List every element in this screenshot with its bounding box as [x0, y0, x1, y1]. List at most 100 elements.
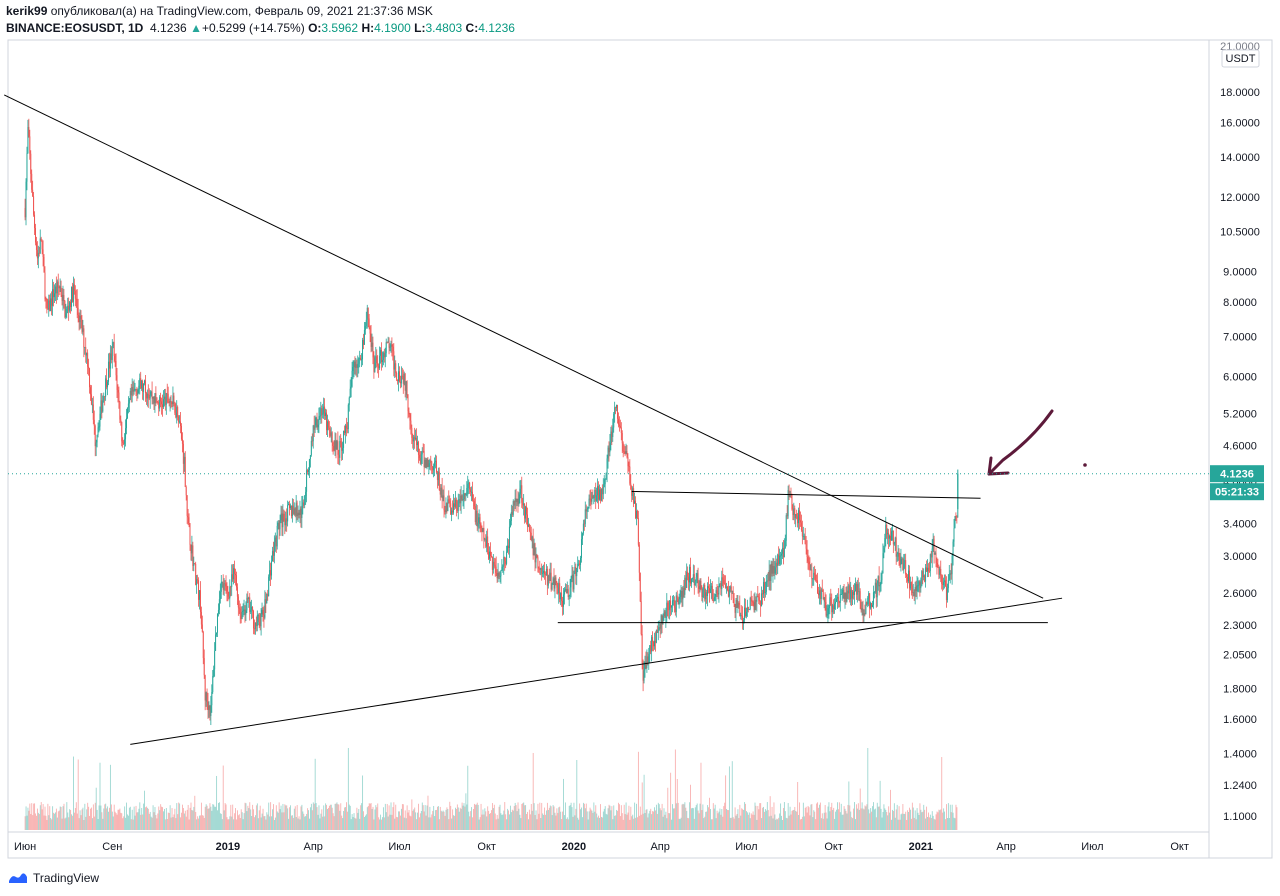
- volume-bar: [927, 816, 928, 830]
- candle-body: [778, 554, 780, 564]
- volume-bar: [764, 811, 765, 830]
- candle-body: [223, 583, 225, 590]
- candle-body: [689, 566, 691, 583]
- volume-bar: [176, 803, 178, 830]
- volume-bar: [776, 818, 778, 830]
- volume-bar: [949, 804, 951, 830]
- candle-body: [891, 530, 893, 532]
- candle-body: [938, 567, 940, 575]
- volume-bar: [598, 815, 600, 830]
- candle-body: [896, 553, 898, 557]
- volume-bar: [101, 812, 103, 830]
- volume-bar: [42, 804, 44, 830]
- volume-bar: [707, 805, 709, 830]
- candle-body: [110, 353, 112, 360]
- volume-bar: [713, 808, 715, 830]
- volume-bar: [399, 811, 400, 830]
- candle-body: [563, 590, 565, 595]
- volume-bar: [253, 809, 255, 830]
- volume-bar: [841, 814, 843, 830]
- volume-bar: [125, 817, 127, 830]
- volume-bar: [382, 817, 383, 830]
- candle-body: [252, 606, 254, 612]
- candle-body: [927, 567, 929, 572]
- candle-body: [789, 493, 791, 498]
- volume-bar: [602, 811, 604, 830]
- volume-bar: [365, 814, 367, 830]
- volume-bar: [182, 804, 183, 830]
- low-value: 3.4803: [425, 21, 463, 35]
- volume-bar: [719, 808, 721, 830]
- author-name[interactable]: kerik99: [6, 4, 48, 18]
- volume-bar: [928, 812, 929, 830]
- volume-bar: [654, 807, 655, 830]
- ascending-trendline[interactable]: [130, 597, 1063, 745]
- currency-box[interactable]: [1221, 49, 1260, 68]
- volume-bar: [822, 818, 824, 830]
- symbol-label[interactable]: BINANCE:EOSUSDT, 1D: [6, 21, 144, 35]
- candle-body: [242, 610, 244, 612]
- time-scale[interactable]: Июн Сен 2019 Апр Июл Окт 2020 Апр Июл Окт 2021 Апр И…: [14, 841, 1189, 853]
- volume-bar: [336, 802, 338, 830]
- volume-bar: [785, 817, 787, 830]
- volume-bar: [316, 807, 318, 830]
- volume-bar: [828, 802, 830, 830]
- price-chart[interactable]: 18.000016.000014.000012.000010.50009.000…: [0, 0, 1280, 866]
- volume-bar: [920, 809, 922, 830]
- volume-bar: [634, 802, 636, 830]
- volume-bar: [764, 809, 766, 830]
- volume-bar: [890, 789, 892, 830]
- candle-body: [59, 286, 61, 289]
- candle-body: [200, 611, 202, 625]
- volume-bar: [509, 805, 511, 830]
- candle-body: [705, 592, 707, 600]
- candle-body: [685, 577, 687, 588]
- candle-body: [717, 593, 719, 595]
- candle-body: [134, 389, 136, 391]
- volume-bar: [858, 809, 860, 830]
- volume-bar: [240, 809, 242, 830]
- candle-body: [88, 366, 90, 369]
- volume-bar: [486, 816, 488, 830]
- price-scale[interactable]: 18.000016.000014.000012.000010.50009.000…: [1220, 87, 1260, 823]
- volume-bar: [30, 814, 32, 830]
- volume-bar: [72, 815, 73, 830]
- descending-trendline[interactable]: [3, 94, 1044, 599]
- candle-body: [858, 591, 860, 593]
- candle-body: [926, 567, 928, 572]
- volume-bar: [31, 803, 33, 830]
- volume-bar: [857, 803, 859, 830]
- volume-bar: [953, 817, 955, 830]
- volume-bar: [783, 802, 785, 830]
- brand-label[interactable]: TradingView: [33, 871, 100, 885]
- candle-body: [198, 580, 200, 600]
- candle-body: [667, 602, 669, 610]
- volume-bar: [220, 813, 222, 830]
- candle-body: [758, 597, 760, 601]
- candle-body: [888, 532, 890, 539]
- candle-body: [360, 357, 362, 361]
- candle-body: [166, 393, 168, 394]
- volume-bar: [211, 810, 213, 830]
- candle-body: [862, 608, 864, 616]
- candle-body: [876, 583, 878, 598]
- candle-body: [657, 630, 659, 633]
- volume-bar: [735, 815, 737, 830]
- volume-bar: [474, 804, 476, 830]
- candle-body: [342, 447, 344, 451]
- volume-bar: [589, 807, 591, 830]
- candle-body: [743, 619, 745, 624]
- candle-body: [579, 563, 581, 565]
- candle-body: [881, 573, 883, 581]
- volume-bar: [93, 816, 95, 830]
- candle-body: [522, 502, 524, 506]
- volume-bar: [162, 807, 164, 830]
- candle-body: [139, 378, 141, 386]
- candle-body: [800, 522, 802, 530]
- resistance-line[interactable]: [631, 490, 981, 499]
- candle-body: [752, 601, 754, 603]
- ohlc-line: BINANCE:EOSUSDT, 1D 4.1236 ▲+0.5299 (+14…: [6, 20, 906, 37]
- volume-bar: [624, 814, 626, 830]
- volume-bar: [801, 816, 803, 830]
- volume-bar: [394, 818, 396, 830]
